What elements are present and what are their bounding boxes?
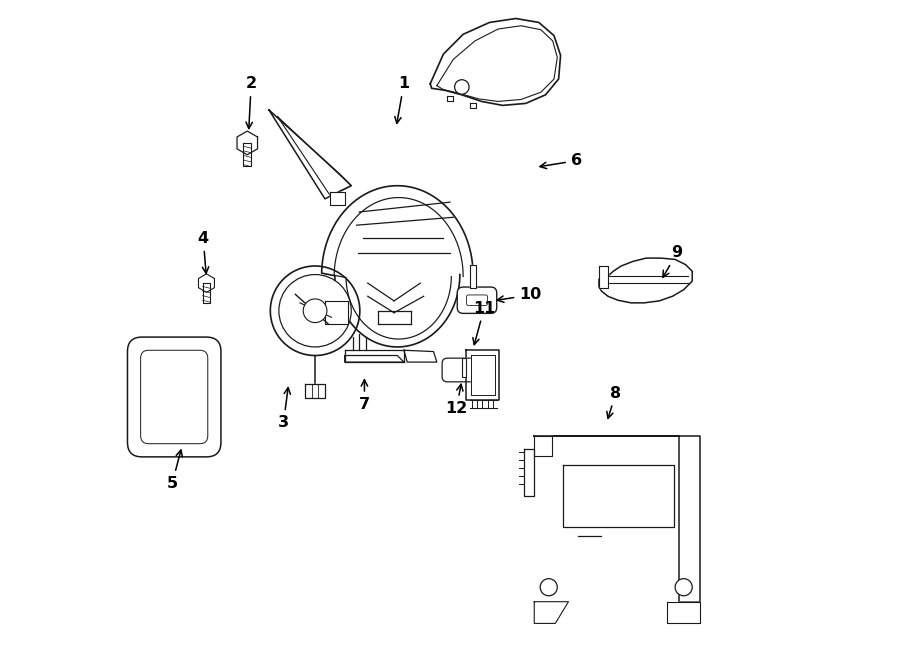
Text: 9: 9 [663, 245, 682, 277]
Polygon shape [269, 110, 351, 199]
Text: 1: 1 [395, 76, 410, 124]
Circle shape [675, 578, 692, 596]
Polygon shape [202, 283, 211, 303]
Polygon shape [470, 264, 476, 288]
Circle shape [270, 266, 360, 356]
Text: 4: 4 [198, 231, 209, 274]
Polygon shape [243, 143, 251, 166]
Circle shape [279, 274, 351, 347]
FancyBboxPatch shape [442, 358, 478, 382]
Text: 11: 11 [472, 301, 495, 344]
Circle shape [454, 80, 469, 95]
Polygon shape [471, 355, 495, 395]
Polygon shape [199, 274, 214, 292]
FancyBboxPatch shape [457, 287, 497, 313]
Polygon shape [305, 385, 325, 398]
Circle shape [303, 299, 327, 323]
Text: 3: 3 [278, 387, 291, 430]
FancyBboxPatch shape [140, 350, 208, 444]
Circle shape [540, 578, 557, 596]
Polygon shape [446, 96, 453, 101]
Text: 8: 8 [607, 385, 621, 418]
Polygon shape [470, 103, 476, 108]
Polygon shape [325, 301, 348, 324]
Polygon shape [667, 602, 700, 623]
Polygon shape [321, 186, 473, 347]
Polygon shape [345, 356, 404, 362]
Text: 12: 12 [446, 384, 468, 416]
Polygon shape [563, 465, 674, 527]
FancyBboxPatch shape [128, 337, 220, 457]
Polygon shape [535, 436, 552, 455]
Polygon shape [524, 449, 535, 496]
Text: 10: 10 [497, 288, 542, 303]
Text: 7: 7 [359, 379, 370, 412]
Text: 2: 2 [246, 76, 256, 128]
Polygon shape [535, 602, 569, 623]
Polygon shape [598, 258, 692, 303]
Polygon shape [466, 350, 500, 400]
Text: 5: 5 [166, 450, 183, 490]
Polygon shape [237, 131, 257, 155]
Text: 6: 6 [540, 153, 582, 169]
Polygon shape [404, 350, 436, 362]
Polygon shape [535, 436, 700, 602]
Polygon shape [462, 358, 466, 377]
FancyBboxPatch shape [466, 295, 488, 305]
Polygon shape [330, 192, 345, 206]
Polygon shape [598, 266, 608, 288]
Polygon shape [430, 19, 561, 105]
